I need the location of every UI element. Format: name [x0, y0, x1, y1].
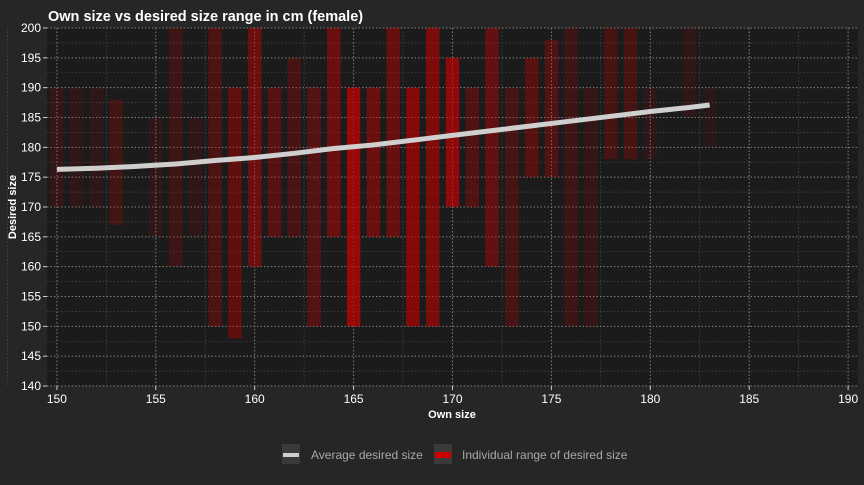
x-tick-label: 155 [146, 392, 166, 406]
legend-item-average: Average desired size [282, 444, 423, 464]
y-tick-label: 180 [21, 140, 41, 154]
range-bar [485, 28, 499, 267]
range-bar [702, 87, 717, 148]
range-bar [425, 28, 440, 327]
legend-label-average: Average desired size [311, 448, 423, 462]
range-bar [604, 28, 618, 160]
legend-swatch-range [435, 452, 451, 458]
chart-title: Own size vs desired size range in cm (fe… [48, 9, 363, 25]
legend: Average desired size Individual range of… [282, 444, 628, 464]
range-bar [50, 87, 64, 207]
range-bar [327, 28, 341, 237]
average-desired-size-line [56, 102, 710, 172]
range-bar [69, 87, 84, 207]
average-line-group [56, 102, 710, 172]
x-tick-label: 175 [541, 392, 561, 406]
range-bar [228, 87, 242, 339]
range-bar [584, 87, 598, 327]
x-tick-label: 180 [640, 392, 660, 406]
x-tick-label: 185 [739, 392, 759, 406]
range-bar [247, 28, 262, 267]
y-tick-label: 150 [21, 319, 41, 333]
range-bar [623, 28, 638, 160]
range-bar [208, 28, 222, 327]
x-axis-ticks: 150 155 160 165 170 175 180 185 190 [47, 386, 858, 406]
range-bar [505, 87, 519, 327]
x-tick-label: 160 [245, 392, 265, 406]
range-bar [89, 87, 104, 207]
y-tick-label: 155 [21, 290, 41, 304]
range-bar [564, 28, 578, 327]
range-bar [683, 28, 697, 118]
range-bars [50, 28, 717, 339]
range-bar [188, 117, 203, 237]
y-tick-label: 190 [21, 81, 41, 95]
y-tick-label: 195 [21, 51, 41, 65]
legend-item-range: Individual range of desired size [434, 444, 628, 464]
y-tick-label: 160 [21, 260, 41, 274]
y-tick-label: 185 [21, 111, 41, 125]
range-bar [149, 117, 163, 237]
legend-label-range: Individual range of desired size [462, 448, 628, 462]
y-tick-label: 165 [21, 230, 41, 244]
range-bar [445, 57, 460, 208]
x-tick-label: 150 [47, 392, 67, 406]
range-bar [465, 87, 480, 207]
x-tick-label: 165 [344, 392, 364, 406]
range-bar [366, 87, 381, 237]
range-bar [109, 99, 123, 225]
x-tick-label: 170 [442, 392, 462, 406]
x-tick-label: 190 [838, 392, 858, 406]
range-bar [307, 87, 321, 327]
range-bar [386, 28, 400, 237]
grid [7, 27, 858, 387]
range-bar [267, 87, 282, 237]
range-bar [406, 87, 420, 327]
range-bar [346, 87, 361, 327]
range-bar [287, 57, 301, 237]
y-tick-label: 175 [21, 170, 41, 184]
range-bar [524, 57, 539, 178]
range-bar [168, 28, 183, 267]
y-axis-label: Desired size [7, 175, 19, 239]
range-bar [643, 87, 658, 160]
y-tick-label: 145 [21, 349, 41, 363]
y-axis-ticks: 140 145 150 155 160 165 170 175 180 185 190 195 200 [21, 21, 47, 393]
y-tick-label: 170 [21, 200, 41, 214]
range-bar [544, 39, 559, 178]
y-tick-label: 200 [21, 21, 41, 35]
x-axis-label: Own size [428, 409, 476, 421]
y-tick-label: 140 [21, 379, 41, 393]
